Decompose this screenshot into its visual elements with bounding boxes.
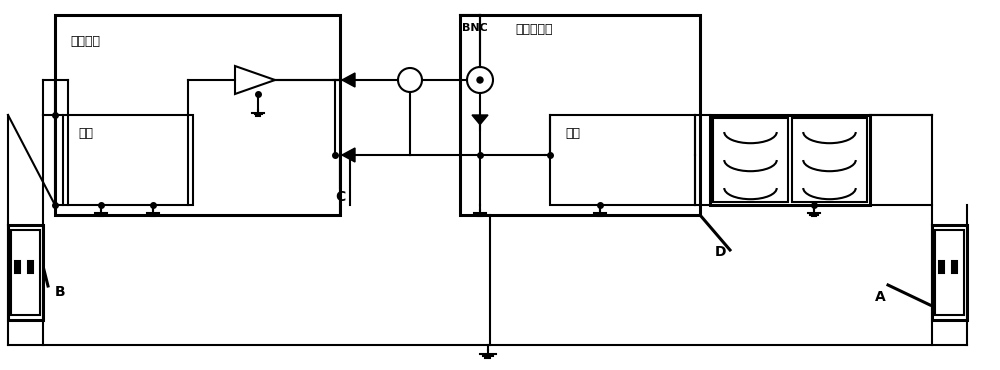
Polygon shape (342, 73, 355, 87)
Text: D: D (715, 245, 726, 259)
Bar (15, 260, 20, 272)
Polygon shape (472, 115, 488, 125)
Bar (11, 230, 40, 315)
Text: 电源: 电源 (78, 127, 93, 140)
Polygon shape (342, 148, 355, 162)
Text: BNC: BNC (462, 23, 488, 33)
Bar (932, 225, 967, 320)
Text: A: A (875, 290, 886, 304)
Text: 电源: 电源 (565, 127, 580, 140)
Bar (63, 115, 193, 205)
Bar (939, 260, 944, 272)
Bar (550, 115, 695, 205)
Bar (8, 225, 43, 320)
Circle shape (477, 77, 483, 83)
Text: 被测设备: 被测设备 (70, 35, 100, 48)
Text: 传统示波器: 传统示波器 (515, 23, 552, 36)
Bar (713, 118, 788, 202)
Text: B: B (55, 285, 66, 299)
Bar (792, 118, 867, 202)
Bar (952, 260, 957, 272)
Text: C: C (335, 190, 345, 204)
Bar (55, 15, 340, 215)
Bar (28, 260, 33, 272)
Bar (710, 115, 870, 205)
Bar (460, 15, 700, 215)
Bar (935, 230, 964, 315)
